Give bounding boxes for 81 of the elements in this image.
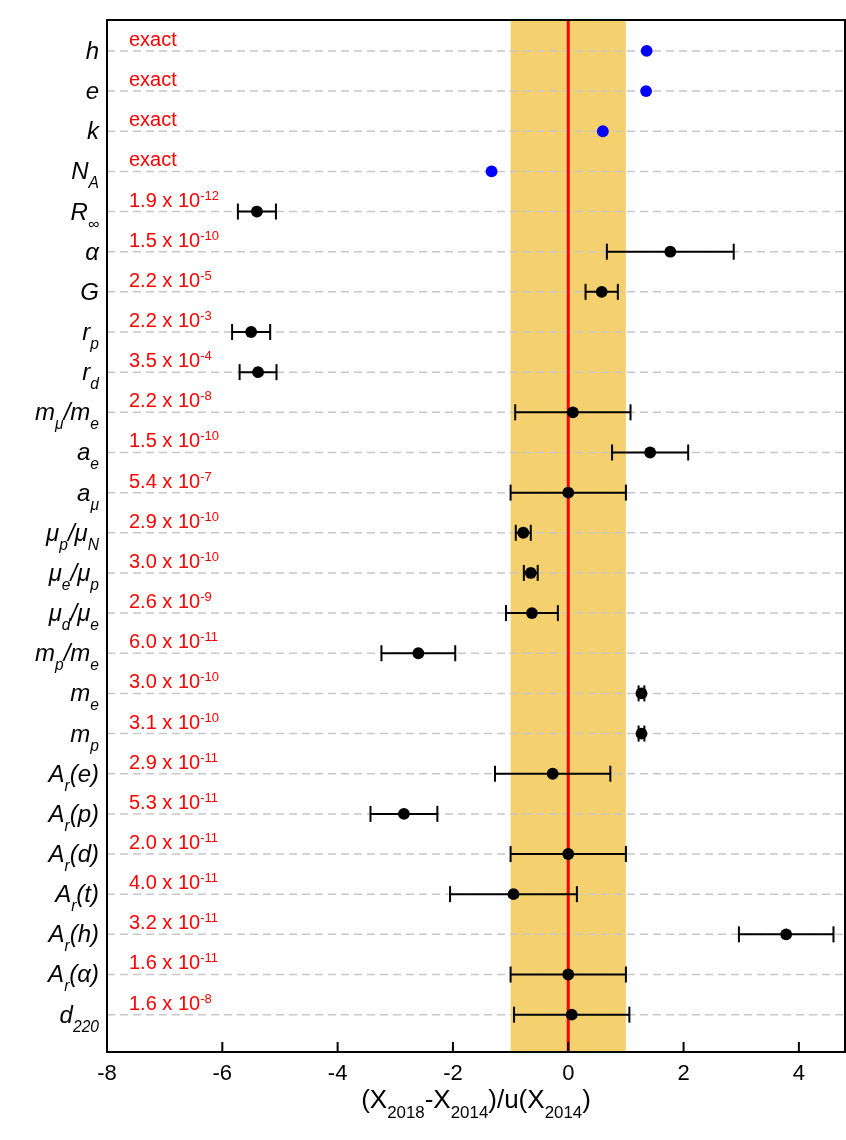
point	[640, 45, 653, 57]
x-tick-label: 4	[792, 1060, 805, 1085]
annotation: 4.0 x 10$^{-11}$	[129, 869, 218, 894]
point	[546, 767, 559, 780]
y-tick-label: α	[85, 237, 101, 265]
annotation: 3.0 x 10$^{-10}$	[129, 548, 219, 572]
annotation: 2.2 x 10$^{-5}$	[129, 267, 212, 291]
point	[644, 446, 657, 459]
point	[565, 1008, 578, 1021]
point	[562, 968, 575, 981]
x-tick-label: -8	[97, 1060, 117, 1085]
y-tick-label: A$_{r}$(t)	[53, 880, 99, 914]
point	[562, 486, 575, 499]
y-tick-label: R$_{∞}$	[70, 197, 99, 232]
y-tick-label: G	[80, 277, 99, 305]
y-tick-label: A$_{r}$(p)	[46, 799, 99, 834]
point	[412, 647, 425, 660]
annotation: 3.0 x 10$^{-10}$	[129, 668, 219, 693]
y-tick-label: m$_{p}$	[70, 719, 100, 754]
y-tick-label: a$_{e}$	[76, 438, 100, 472]
annotation: 2.9 x 10$^{-10}$	[129, 508, 219, 532]
x-tick-label: -6	[212, 1060, 233, 1085]
y-tick-label: A$_{r}$(h)	[46, 920, 99, 954]
point	[526, 607, 538, 619]
point	[596, 125, 609, 138]
y-tick-label: m$_{μ}$/m$_{e}$	[35, 398, 100, 432]
annotation: exact	[129, 108, 178, 131]
y-tick-label: r$_{p}$	[82, 318, 100, 352]
annotation: 5.3 x 10$^{-11}$	[129, 789, 218, 813]
y-tick-label: A$_{r}$(e)	[46, 759, 99, 794]
point	[398, 807, 410, 820]
annotation: 1.6 x 10$^{-11}$	[129, 950, 218, 974]
y-tick-label: N$_{A}$	[71, 157, 99, 191]
y-tick-label: m$_{e}$	[70, 679, 100, 713]
annotation: 2.2 x 10$^{-3}$	[129, 307, 212, 332]
annotation: exact	[129, 68, 178, 91]
annotation: 2.0 x 10$^{-11}$	[129, 829, 218, 854]
x-tick-label: -2	[443, 1060, 463, 1085]
x-tick-label: -4	[327, 1060, 348, 1085]
point	[595, 285, 608, 298]
y-tick-label: d$_{220}$	[59, 1000, 100, 1035]
annotation: 3.5 x 10$^{-4}$	[129, 347, 212, 372]
annotation: 6.0 x 10$^{-11}$	[129, 628, 218, 653]
annotation: 2.9 x 10$^{-11}$	[129, 749, 218, 773]
annotation: exact	[129, 148, 178, 171]
x-tick-label: 0	[562, 1060, 575, 1085]
y-tick-label: a$_{μ}$	[77, 478, 100, 513]
point	[250, 205, 263, 218]
y-tick-label: r$_{d}$	[82, 358, 101, 392]
annotation: 1.5 x 10$^{-10}$	[129, 227, 219, 251]
y-tick-label: μ$_{e}$/μ$_{p}$	[47, 558, 100, 593]
point	[635, 727, 648, 740]
y-tick-label: μ$_{d}$/μ$_{e}$	[47, 599, 100, 633]
annotation: 1.9 x 10$^{-12}$	[129, 187, 219, 211]
y-tick-label: A$_{r}$(α)	[46, 960, 99, 994]
y-tick-label: e	[85, 77, 99, 105]
annotation: 3.2 x 10$^{-11}$	[129, 909, 218, 934]
point	[664, 245, 677, 258]
point	[524, 567, 537, 579]
y-tick-label: A$_{r}$(d)	[46, 840, 99, 874]
annotation: 2.2 x 10$^{-8}$	[129, 387, 212, 412]
point	[640, 85, 652, 97]
x-axis-title: (X$_{2018}$-X$_{2014}$)/u(X$_{2014}$)	[361, 1084, 591, 1122]
point	[245, 326, 258, 338]
y-tick-label: m$_{p}$/m$_{e}$	[34, 639, 100, 673]
point	[485, 165, 498, 178]
annotation: 1.6 x 10$^{-8}$	[129, 990, 212, 1014]
point	[566, 406, 579, 419]
annotation: exact	[129, 27, 178, 50]
point	[780, 928, 793, 941]
annotation: 1.5 x 10$^{-10}$	[129, 427, 219, 452]
y-tick-label: μ$_{p}$/μ$_{N}$	[45, 518, 100, 553]
x-tick-label: 2	[677, 1060, 690, 1085]
annotation: 3.1 x 10$^{-10}$	[129, 709, 219, 733]
y-tick-label: k	[87, 117, 101, 145]
annotation: 5.4 x 10$^{-7}$	[129, 468, 212, 492]
point	[252, 366, 264, 379]
point	[562, 848, 575, 860]
annotation: 2.6 x 10$^{-9}$	[129, 588, 212, 613]
y-tick-label: h	[85, 36, 99, 64]
point	[507, 888, 520, 901]
